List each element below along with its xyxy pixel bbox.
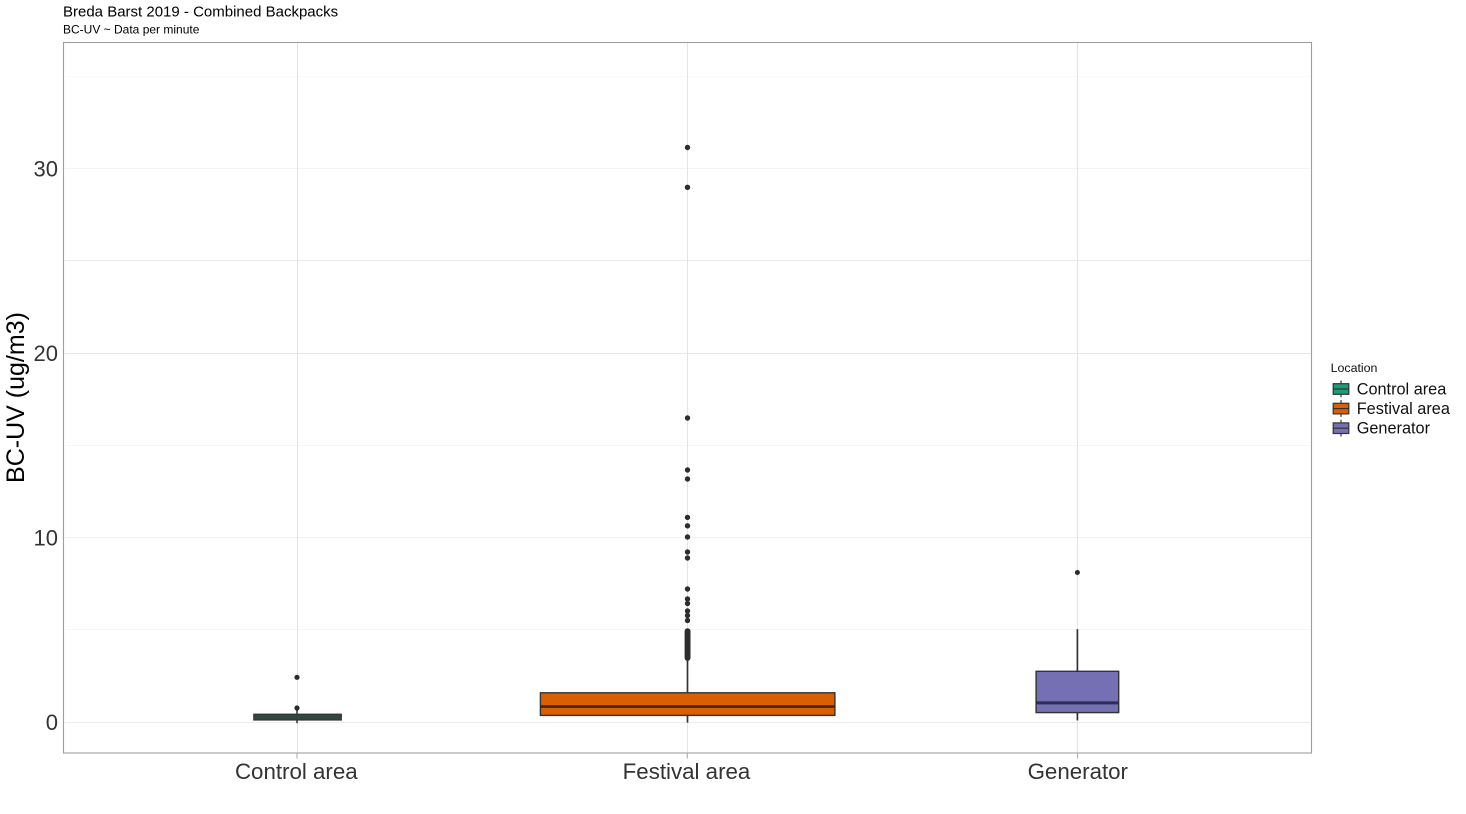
svg-text:BC-UV ~ Data per minute: BC-UV ~ Data per minute — [63, 23, 200, 37]
svg-text:Generator: Generator — [1028, 759, 1129, 784]
svg-text:0: 0 — [46, 710, 58, 735]
svg-text:Generator: Generator — [1357, 420, 1431, 438]
svg-text:BC-UV (ug/m3): BC-UV (ug/m3) — [2, 312, 30, 483]
svg-text:Control area: Control area — [1357, 380, 1448, 398]
svg-text:10: 10 — [34, 526, 58, 551]
svg-text:Breda Barst 2019 - Combined Ba: Breda Barst 2019 - Combined Backpacks — [63, 4, 338, 21]
svg-text:30: 30 — [34, 157, 58, 182]
svg-text:Location: Location — [1331, 361, 1378, 375]
svg-text:20: 20 — [34, 341, 58, 366]
svg-text:Festival area: Festival area — [623, 759, 751, 784]
svg-text:Festival area: Festival area — [1357, 400, 1451, 418]
svg-text:Control area: Control area — [235, 759, 358, 784]
